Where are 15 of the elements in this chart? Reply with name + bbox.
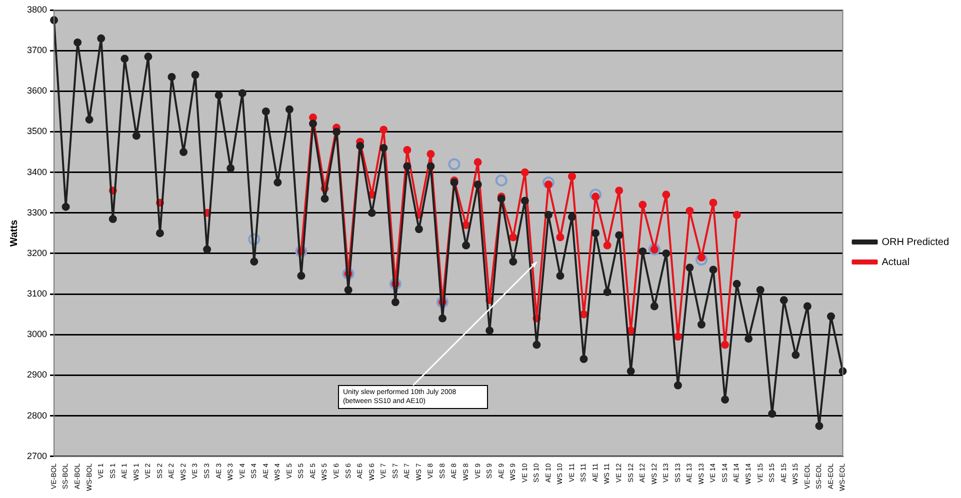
y-axis-title: Watts (8, 219, 20, 247)
y-tick-label: 2800 (26, 410, 48, 420)
y-tick-label: 3700 (26, 45, 48, 56)
y-tick-label: 3100 (26, 288, 48, 299)
y-tick-label: 3600 (26, 86, 48, 96)
y-tick-label: 3800 (26, 4, 48, 14)
y-tick-label: 3300 (26, 207, 48, 218)
legend-label: Actual (882, 256, 910, 268)
y-tick-label: 3400 (26, 166, 48, 177)
legend-label: ORH Predicted (882, 236, 950, 248)
y-tick-label: 2900 (26, 370, 48, 380)
y-tick-label: 3500 (26, 126, 48, 136)
y-tick-label: 3200 (26, 248, 48, 258)
y-tick-label: 3000 (26, 329, 48, 340)
y-tick-label: 2700 (26, 450, 48, 461)
